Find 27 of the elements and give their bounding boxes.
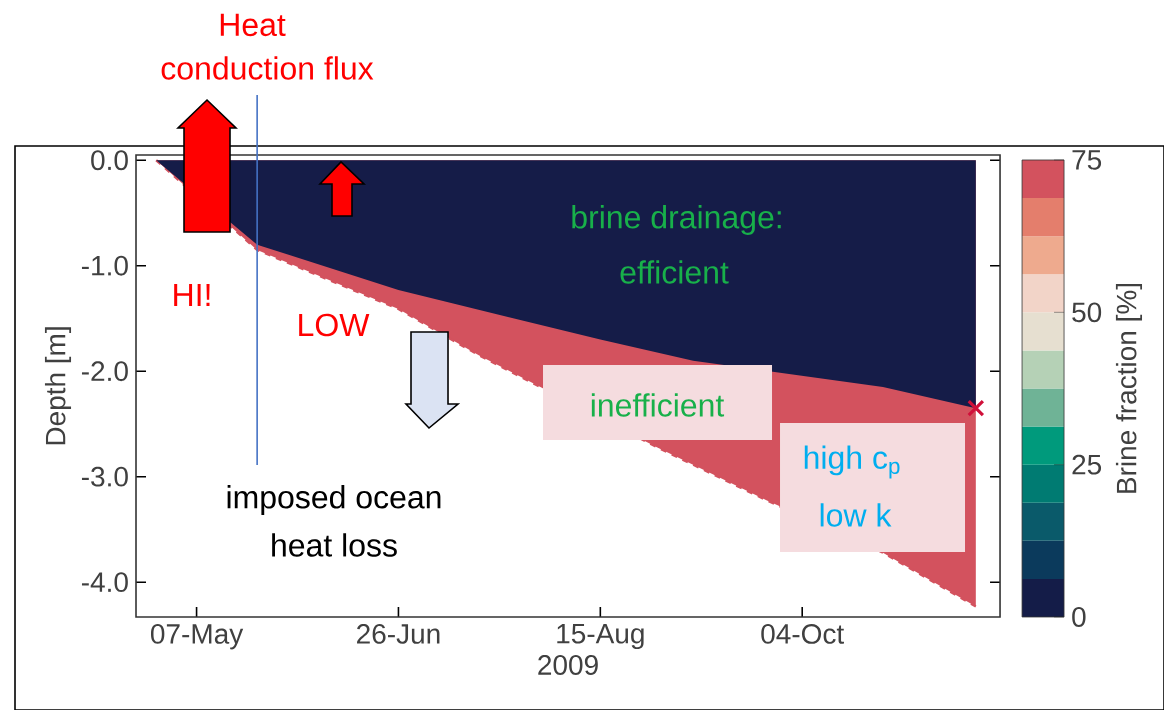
x-tick-label: 15-Aug [557,624,644,650]
y-tick-label: -2.0 [81,361,128,382]
y-axis-title: Depth [m] [44,327,72,445]
y-tick-label: -1.0 [81,255,128,276]
text: Heat [220,13,286,37]
color-bar-label: 0 [1072,607,1086,627]
color-bar-label: 50 [1072,302,1102,323]
annotation: high c$_{p}$ [804,445,900,479]
annotation: brine drainage: [572,205,781,235]
color-bar-label: 75 [1072,150,1102,170]
x-tick-label: 26-Jun [357,624,440,644]
annotation: heat loss [272,533,397,557]
color-bar-title: Brine fraction [%] [1115,283,1143,493]
color-bar-label: 25 [1072,454,1102,475]
annotation: inefficient [591,393,725,417]
y-tick-label: -3.0 [81,466,128,487]
text: conduction flux [161,56,374,80]
y-tick-label: 0.0 [91,150,128,171]
x-axis-title: 2009 [538,655,598,675]
y-tick-label: -4.0 [81,572,128,593]
x-tick-label: 04-Oct [761,624,844,644]
annotation: LOW [299,313,370,337]
annotation: imposed ocean [227,485,441,515]
annotation: low k [820,503,892,527]
annotation: HI! [174,283,210,306]
annotation: efficient [620,260,729,284]
x-tick-label: 07-May [150,624,244,650]
